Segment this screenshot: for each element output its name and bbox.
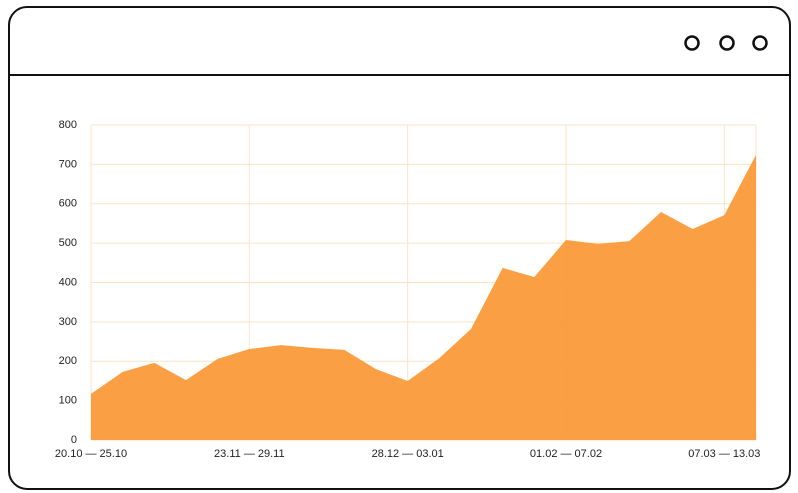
x-tick-label: 07.03 — 13.03 (688, 448, 760, 460)
plot: 0 100 200 300 400 500 600 700 800 20.10 — 25.10 23… (55, 119, 761, 460)
y-tick-label: 500 (59, 237, 77, 249)
x-tick-label: 20.10 — 25.10 (55, 448, 127, 460)
y-tick-label: 0 (71, 434, 77, 446)
window-control[interactable] (752, 35, 768, 51)
window-control[interactable] (684, 35, 700, 51)
window-control[interactable] (719, 35, 735, 51)
x-tick-label: 01.02 — 07.02 (530, 448, 602, 460)
y-tick-label: 300 (59, 316, 77, 328)
y-tick-label: 400 (59, 276, 77, 288)
x-tick-label: 23.11 — 29.11 (214, 448, 285, 460)
y-tick-label: 100 (59, 395, 77, 407)
area (91, 154, 756, 441)
y-tick-label: 700 (59, 158, 77, 170)
x-tick-label: 28.12 — 03.01 (372, 448, 444, 460)
y-tick-label: 600 (59, 198, 77, 210)
y-tick-label: 800 (59, 119, 77, 131)
y-tick-label: 200 (59, 355, 77, 367)
